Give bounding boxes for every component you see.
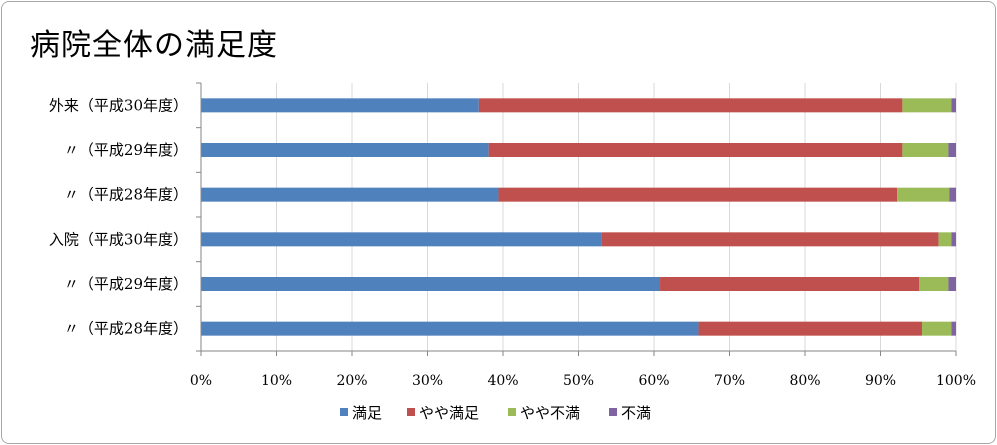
bar-segment [938, 232, 952, 247]
bar-segment [922, 321, 952, 336]
x-tick-label: 50% [563, 373, 594, 389]
category-label: 〃（平成28年度） [64, 186, 188, 204]
category-label: 外来（平成30年度） [49, 96, 188, 114]
bar-segment [902, 143, 949, 157]
legend-label: やや不満 [520, 404, 580, 422]
bar-segment [948, 143, 956, 157]
x-tick-label: 0% [190, 373, 212, 389]
legend-swatch [609, 408, 617, 416]
x-tick-label: 60% [638, 373, 669, 389]
x-tick-label: 80% [789, 373, 820, 389]
bar-segment [949, 187, 956, 202]
category-label: 〃（平成29年度） [64, 275, 188, 293]
chart-title: 病院全体の満足度 [30, 28, 278, 63]
x-tick-label: 70% [714, 373, 745, 389]
legend-label: 不満 [621, 404, 651, 422]
legend: 満足 やや満足 やや不満 不満 [340, 404, 651, 422]
legend-label: 満足 [352, 404, 382, 422]
bar-segment [951, 98, 956, 113]
x-tick-label: 20% [336, 373, 367, 389]
bar-segment [948, 277, 956, 291]
bar-segment [698, 321, 923, 336]
x-tick-label: 90% [865, 373, 896, 389]
bar-segment [601, 232, 939, 247]
legend-swatch [340, 408, 348, 416]
bar-segment [951, 321, 956, 336]
x-tick-label: 100% [936, 373, 976, 389]
x-tick-label: 10% [261, 373, 292, 389]
bar-segment [201, 187, 499, 202]
bar-segment [201, 277, 661, 291]
bar-segment [897, 187, 950, 202]
bar-segment [201, 143, 489, 157]
bar-segment [919, 277, 949, 291]
bars [201, 98, 956, 336]
labels: 0% 10% 20% 30% 40% 50% 60% 70% 80% 90% 100% 外来（平成30… [49, 96, 976, 389]
bar-segment [478, 98, 903, 113]
category-label: 〃（平成28年度） [64, 320, 188, 338]
legend-label: やや満足 [419, 404, 479, 422]
legend-swatch [508, 408, 516, 416]
bar-segment [951, 232, 956, 247]
x-tick-label: 40% [487, 373, 518, 389]
bar-segment [201, 98, 479, 113]
category-label: 〃（平成29年度） [64, 141, 188, 159]
bar-segment [660, 277, 920, 291]
gridlines [276, 83, 957, 351]
bar-segment [201, 321, 699, 336]
category-label: 入院（平成30年度） [49, 230, 188, 248]
bar-segment [488, 143, 903, 157]
bar-segment [902, 98, 952, 113]
legend-swatch [407, 408, 415, 416]
bar-segment [201, 232, 602, 247]
axes [196, 82, 957, 356]
x-tick-label: 30% [412, 373, 443, 389]
bar-segment [498, 187, 898, 202]
